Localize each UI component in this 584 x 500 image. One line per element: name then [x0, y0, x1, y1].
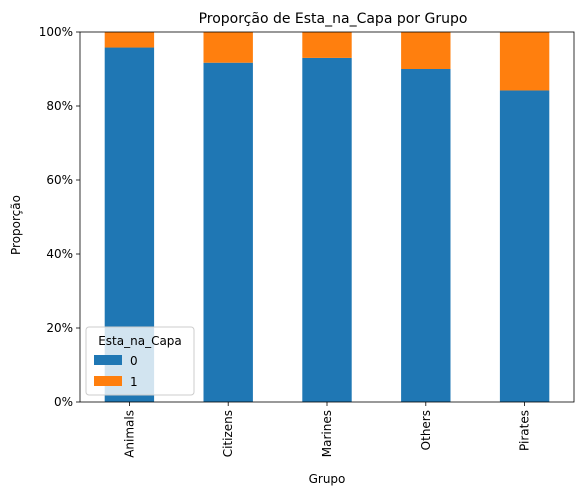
bar-pirates-series-0	[499, 90, 550, 403]
y-tick-label: 20%	[46, 321, 73, 335]
legend: Esta_na_Capa 0 1	[85, 326, 195, 396]
y-tick-label: 0%	[54, 395, 73, 409]
bar-animals-series-1	[104, 32, 155, 48]
axes-layer: 0% 20% 40% 60% 80% 100% Animals Citizens Marines…	[39, 25, 575, 458]
bars-layer	[104, 32, 550, 403]
bar-others-series-0	[401, 69, 451, 402]
legend-swatch-0	[94, 355, 122, 365]
x-tick-label: Marines	[320, 410, 334, 457]
x-tick-label: Citizens	[221, 410, 235, 457]
y-axis-label: Proporção	[9, 195, 23, 255]
x-tick-label: Others	[419, 410, 433, 450]
y-tick-label: 100%	[39, 25, 73, 39]
bar-marines-series-0	[302, 57, 352, 403]
y-tick-label: 40%	[46, 247, 73, 261]
y-tick-label: 60%	[46, 173, 73, 187]
x-tick-label: Pirates	[518, 410, 532, 451]
bar-citizens-series-0	[203, 62, 253, 403]
bar-marines-series-1	[302, 32, 352, 58]
legend-label-1: 1	[130, 375, 138, 389]
legend-label-0: 0	[130, 354, 138, 368]
bar-pirates-series-1	[499, 32, 550, 91]
y-tick-label: 80%	[46, 99, 73, 113]
bar-others-series-1	[401, 32, 451, 69]
legend-title: Esta_na_Capa	[98, 334, 182, 348]
x-tick-label: Animals	[122, 410, 136, 458]
plot-frame	[79, 31, 575, 403]
chart-title: Proporção de Esta_na_Capa por Grupo	[199, 11, 468, 27]
x-axis-label: Grupo	[309, 472, 346, 486]
bar-citizens-series-1	[203, 32, 253, 63]
legend-swatch-1	[94, 376, 122, 386]
